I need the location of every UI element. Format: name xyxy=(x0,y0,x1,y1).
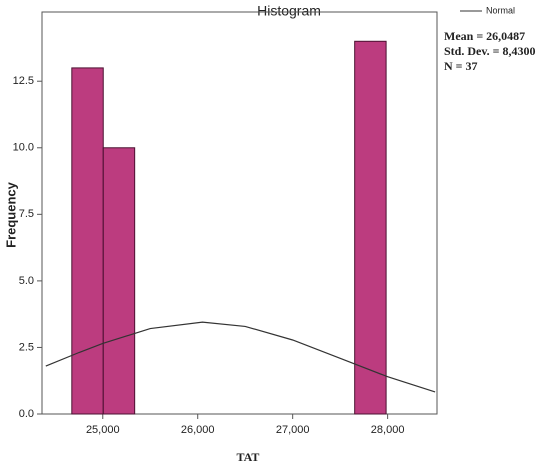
y-axis-label: Frequency xyxy=(3,181,18,248)
y-tick-label: 2.5 xyxy=(19,341,34,353)
normal-curve xyxy=(45,321,436,393)
y-tick-label: 0.0 xyxy=(19,408,34,420)
x-tick-label: 27,000 xyxy=(276,424,310,436)
stat-text: Mean = 26,0487 xyxy=(444,29,525,43)
y-tick-label: 7.5 xyxy=(19,208,34,220)
legend-label: Normal xyxy=(486,5,515,15)
bar xyxy=(71,67,104,415)
bar xyxy=(102,147,136,415)
x-axis-label: TAT xyxy=(237,450,260,464)
plot-frame xyxy=(41,11,438,415)
y-tick-label: 10.0 xyxy=(13,142,34,154)
chart-title: Histogram xyxy=(257,3,321,19)
stat-text: Std. Dev. = 8,4300 xyxy=(444,44,536,58)
x-tick-label: 26,000 xyxy=(181,424,215,436)
x-tick-label: 25,000 xyxy=(86,424,120,436)
bar xyxy=(354,40,387,415)
stat-text: N = 37 xyxy=(444,59,478,73)
y-tick-label: 5.0 xyxy=(19,275,34,287)
y-tick-label: 12.5 xyxy=(13,75,34,87)
x-tick-label: 28,000 xyxy=(371,424,405,436)
